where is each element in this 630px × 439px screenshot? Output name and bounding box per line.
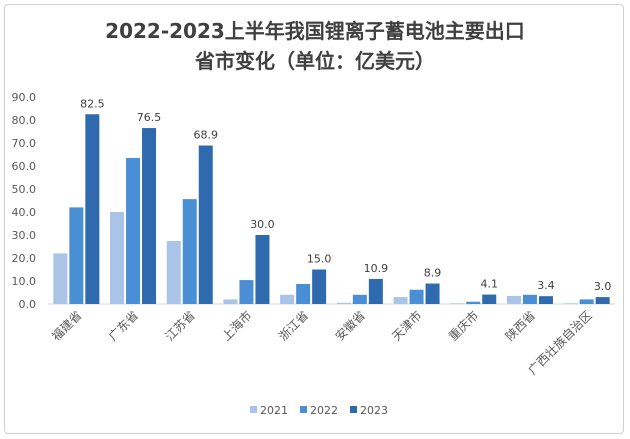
- bar-2023: [595, 297, 610, 304]
- x-tick-label: 天津市: [389, 308, 425, 344]
- bar-2022: [126, 157, 141, 304]
- data-label: 3.0: [594, 280, 612, 293]
- data-label: 3.4: [537, 279, 555, 292]
- bar-2022: [182, 199, 197, 304]
- bar-2022: [239, 280, 254, 304]
- bar-2022: [409, 289, 424, 304]
- y-tick-label: 60.0: [12, 160, 37, 173]
- y-tick-label: 50.0: [12, 183, 37, 196]
- y-tick-label: 70.0: [12, 137, 37, 150]
- bar-2022: [352, 294, 367, 304]
- title-line-1: 2022-2023上半年我国锂离子蓄电池主要出口: [105, 19, 525, 43]
- bar-2021: [110, 212, 125, 304]
- bar-2021: [393, 297, 408, 304]
- y-tick-label: 90.0: [12, 91, 37, 104]
- data-label: 15.0: [307, 253, 332, 266]
- x-tick-label: 重庆市: [445, 308, 481, 344]
- bar-2023: [85, 114, 100, 304]
- bar-2022: [69, 207, 84, 304]
- bar-2023: [368, 278, 383, 304]
- x-tick-label: 广东省: [106, 308, 141, 343]
- bar-2022: [579, 299, 594, 304]
- data-label: 68.9: [194, 129, 219, 142]
- bar-2021: [563, 303, 578, 304]
- data-label: 30.0: [250, 218, 275, 231]
- chart-title: 2022-2023上半年我国锂离子蓄电池主要出口 省市变化（单位：亿美元）: [0, 16, 630, 76]
- y-tick-label: 30.0: [12, 229, 37, 242]
- legend-label: 2023: [360, 404, 388, 417]
- bar-2023: [255, 235, 270, 304]
- legend-label: 2021: [260, 404, 288, 417]
- title-line-2: 省市变化（单位：亿美元）: [195, 49, 435, 73]
- bar-2023: [312, 269, 327, 304]
- bar-2023: [142, 128, 157, 304]
- x-tick-label: 上海市: [218, 308, 254, 344]
- chart-frame: [4, 4, 624, 434]
- bar-2021: [166, 240, 181, 304]
- bar-2022: [466, 301, 481, 304]
- legend-swatch-2021: [250, 406, 257, 413]
- data-label: 76.5: [137, 111, 162, 124]
- x-tick-label: 江苏省: [163, 308, 198, 343]
- x-tick-label: 安徽省: [332, 308, 368, 344]
- y-tick-label: 0.0: [19, 298, 37, 311]
- bar-2023: [425, 283, 440, 304]
- bar-2022: [296, 283, 311, 304]
- x-tick-label: 浙江省: [276, 308, 311, 343]
- y-tick-label: 10.0: [12, 275, 37, 288]
- bar-2021: [280, 294, 295, 304]
- y-tick-label: 20.0: [12, 252, 37, 265]
- data-label: 4.1: [481, 278, 499, 291]
- legend-label: 2022: [310, 404, 338, 417]
- bar-2023: [482, 294, 497, 304]
- bar-2021: [223, 299, 238, 304]
- data-label: 82.5: [80, 97, 105, 110]
- x-tick-label: 福建省: [48, 308, 84, 344]
- bar-2023: [538, 296, 553, 304]
- y-tick-label: 40.0: [12, 206, 37, 219]
- bar-2021: [450, 303, 465, 304]
- x-tick-label: 陕西省: [502, 308, 538, 344]
- data-label: 10.9: [364, 262, 389, 275]
- bar-2022: [522, 294, 537, 304]
- y-tick-label: 80.0: [12, 114, 37, 127]
- bar-2021: [506, 295, 521, 304]
- bar-2023: [198, 145, 213, 304]
- bar-2021: [53, 253, 68, 304]
- bar-2021: [336, 302, 351, 304]
- legend-swatch-2023: [350, 406, 357, 413]
- data-label: 8.9: [424, 267, 442, 280]
- legend-swatch-2022: [300, 406, 307, 413]
